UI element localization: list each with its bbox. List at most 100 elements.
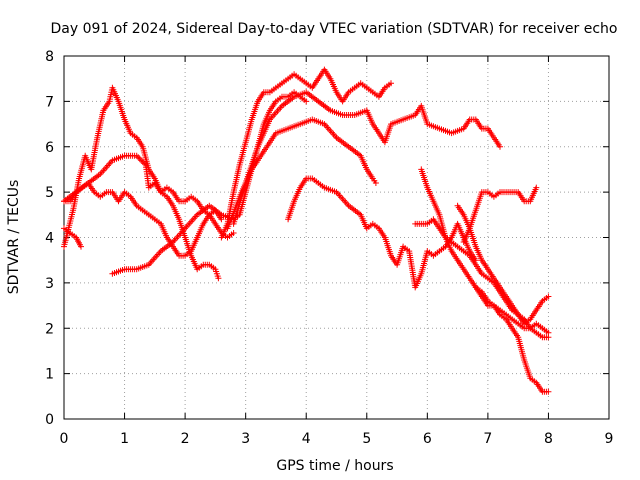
data-point [166,187,168,189]
data-point [481,191,483,193]
data-point [451,241,453,243]
data-point [287,96,289,98]
data-point [190,255,192,257]
data-point [148,214,150,216]
data-point [487,300,489,302]
data-point [444,246,447,248]
data-point [154,177,156,180]
data-point [233,223,235,225]
series-line [287,177,477,289]
series-3 [61,180,225,259]
data-point [372,123,374,125]
data-point [233,191,235,193]
data-point [299,123,301,125]
data-point [463,128,465,130]
data-point [426,123,428,125]
data-point [311,87,313,89]
data-point [463,214,465,216]
data-point [372,223,374,225]
data-point [263,91,265,93]
data-point [178,218,180,220]
series-14 [472,284,552,395]
data-point [124,268,126,270]
data-point [251,118,253,121]
data-point [136,205,138,207]
data-point [529,200,531,202]
data-point [463,268,465,270]
data-point [72,209,74,211]
data-point [178,200,180,202]
series-8 [224,116,379,232]
data-point [239,164,241,166]
data-point [305,100,307,102]
data-point [541,327,544,329]
y-tick-label: 2 [45,321,54,337]
data-point [124,191,126,193]
data-point [475,264,477,266]
data-point [172,191,174,193]
data-point [196,214,198,216]
data-point [160,250,162,252]
data-point [517,336,519,338]
data-point [329,109,331,111]
data-point [293,73,295,75]
data-point [311,118,313,121]
data-point [305,82,307,84]
data-point [511,191,513,193]
data-point [239,214,241,216]
data-point [172,241,174,243]
data-point [63,200,65,202]
data-point [111,191,113,193]
data-point [99,173,101,175]
data-point [269,109,271,111]
data-point [541,336,544,338]
data-point [529,377,531,379]
data-point [63,246,65,248]
y-tick-label: 3 [45,276,54,292]
x-tick-label: 1 [120,431,129,447]
data-point [317,100,319,102]
data-point [335,91,338,93]
data-point [293,200,295,202]
data-point [257,146,259,148]
y-tick-label: 7 [45,94,54,110]
data-point [535,323,537,325]
data-point [281,105,283,107]
data-point [275,87,277,89]
data-point [469,277,471,279]
data-point [190,250,192,252]
data-point [160,191,162,193]
x-tick-label: 2 [181,431,190,447]
data-point [487,305,489,307]
data-point [438,128,440,130]
data-point [457,246,459,248]
series-7 [230,89,503,227]
data-point [342,100,344,102]
y-tick-label: 5 [45,185,54,201]
data-point [529,318,531,320]
data-point [505,314,507,316]
data-point [251,168,253,170]
data-point [257,100,259,102]
data-point [102,109,104,111]
y-tick-label: 8 [45,49,54,65]
data-point [469,227,471,229]
y-tick-label: 1 [45,367,54,383]
y-tick-label: 6 [45,140,54,156]
data-point [323,69,325,71]
data-point [111,273,113,275]
series-line [64,182,223,257]
data-point [541,300,544,302]
data-point [517,191,519,193]
data-point [451,250,453,252]
data-point [499,146,501,148]
data-point [166,196,168,198]
data-point [196,236,198,239]
data-point [360,155,362,157]
data-point [305,177,307,180]
data-point [481,273,483,275]
data-point [511,327,513,329]
data-point [438,250,440,252]
data-point [475,118,477,121]
data-point [184,255,186,257]
